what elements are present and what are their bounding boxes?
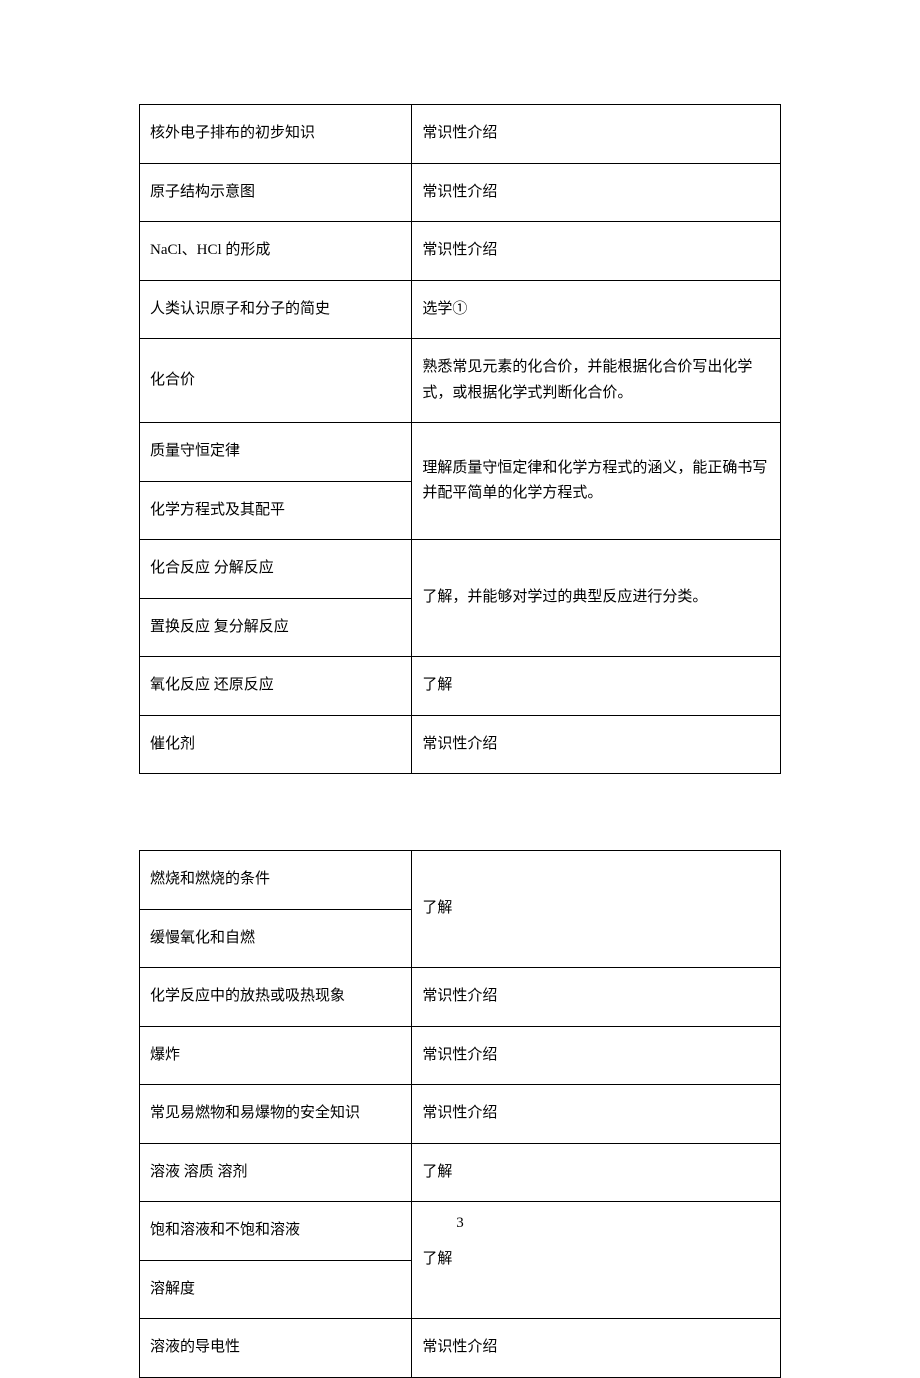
cell-requirement: 了解，并能够对学过的典型反应进行分类。 bbox=[412, 540, 781, 657]
cell-topic: 化学方程式及其配平 bbox=[140, 481, 412, 540]
table-row: 溶液 溶质 溶剂 了解 bbox=[140, 1143, 781, 1202]
table-2: 燃烧和燃烧的条件 了解 缓慢氧化和自燃 化学反应中的放热或吸热现象 常识性介绍 … bbox=[139, 850, 781, 1378]
cell-topic: 氧化反应 还原反应 bbox=[140, 657, 412, 716]
table-row: 核外电子排布的初步知识 常识性介绍 bbox=[140, 105, 781, 164]
cell-topic: 质量守恒定律 bbox=[140, 423, 412, 482]
table-row: 爆炸 常识性介绍 bbox=[140, 1026, 781, 1085]
cell-topic: 燃烧和燃烧的条件 bbox=[140, 851, 412, 910]
cell-topic: NaCl、HCl 的形成 bbox=[140, 222, 412, 281]
cell-requirement: 常识性介绍 bbox=[412, 105, 781, 164]
cell-requirement: 常识性介绍 bbox=[412, 1319, 781, 1378]
cell-topic: 化学反应中的放热或吸热现象 bbox=[140, 968, 412, 1027]
cell-requirement: 常识性介绍 bbox=[412, 1085, 781, 1144]
cell-topic: 溶液 溶质 溶剂 bbox=[140, 1143, 412, 1202]
page-number: 3 bbox=[0, 1215, 920, 1232]
cell-topic: 人类认识原子和分子的简史 bbox=[140, 280, 412, 339]
cell-topic: 溶解度 bbox=[140, 1260, 412, 1319]
cell-topic: 置换反应 复分解反应 bbox=[140, 598, 412, 657]
cell-topic: 溶液的导电性 bbox=[140, 1319, 412, 1378]
cell-topic: 爆炸 bbox=[140, 1026, 412, 1085]
cell-topic: 缓慢氧化和自燃 bbox=[140, 909, 412, 968]
table-row: NaCl、HCl 的形成 常识性介绍 bbox=[140, 222, 781, 281]
table-row: 催化剂 常识性介绍 bbox=[140, 715, 781, 774]
cell-requirement: 理解质量守恒定律和化学方程式的涵义，能正确书写并配平简单的化学方程式。 bbox=[412, 423, 781, 540]
cell-requirement: 了解 bbox=[412, 851, 781, 968]
cell-requirement: 了解 bbox=[412, 1143, 781, 1202]
table-row: 燃烧和燃烧的条件 了解 bbox=[140, 851, 781, 910]
cell-requirement: 常识性介绍 bbox=[412, 715, 781, 774]
page-content: 核外电子排布的初步知识 常识性介绍 原子结构示意图 常识性介绍 NaCl、HCl… bbox=[0, 0, 920, 1378]
cell-topic: 常见易燃物和易爆物的安全知识 bbox=[140, 1085, 412, 1144]
table-row: 化合价 熟悉常见元素的化合价，并能根据化合价写出化学式，或根据化学式判断化合价。 bbox=[140, 339, 781, 423]
cell-topic: 核外电子排布的初步知识 bbox=[140, 105, 412, 164]
cell-requirement: 常识性介绍 bbox=[412, 222, 781, 281]
cell-requirement: 常识性介绍 bbox=[412, 163, 781, 222]
cell-requirement: 选学① bbox=[412, 280, 781, 339]
table-row: 质量守恒定律 理解质量守恒定律和化学方程式的涵义，能正确书写并配平简单的化学方程… bbox=[140, 423, 781, 482]
cell-topic: 催化剂 bbox=[140, 715, 412, 774]
cell-requirement: 了解 bbox=[412, 657, 781, 716]
table-gap bbox=[139, 774, 781, 850]
table-1: 核外电子排布的初步知识 常识性介绍 原子结构示意图 常识性介绍 NaCl、HCl… bbox=[139, 104, 781, 774]
table-row: 常见易燃物和易爆物的安全知识 常识性介绍 bbox=[140, 1085, 781, 1144]
cell-requirement: 常识性介绍 bbox=[412, 968, 781, 1027]
table-row: 化合反应 分解反应 了解，并能够对学过的典型反应进行分类。 bbox=[140, 540, 781, 599]
table-row: 化学反应中的放热或吸热现象 常识性介绍 bbox=[140, 968, 781, 1027]
cell-requirement: 常识性介绍 bbox=[412, 1026, 781, 1085]
table-row: 氧化反应 还原反应 了解 bbox=[140, 657, 781, 716]
cell-topic: 化合价 bbox=[140, 339, 412, 423]
table-row: 原子结构示意图 常识性介绍 bbox=[140, 163, 781, 222]
table-row: 人类认识原子和分子的简史 选学① bbox=[140, 280, 781, 339]
cell-topic: 化合反应 分解反应 bbox=[140, 540, 412, 599]
cell-topic: 原子结构示意图 bbox=[140, 163, 412, 222]
cell-requirement: 熟悉常见元素的化合价，并能根据化合价写出化学式，或根据化学式判断化合价。 bbox=[412, 339, 781, 423]
table-row: 溶液的导电性 常识性介绍 bbox=[140, 1319, 781, 1378]
